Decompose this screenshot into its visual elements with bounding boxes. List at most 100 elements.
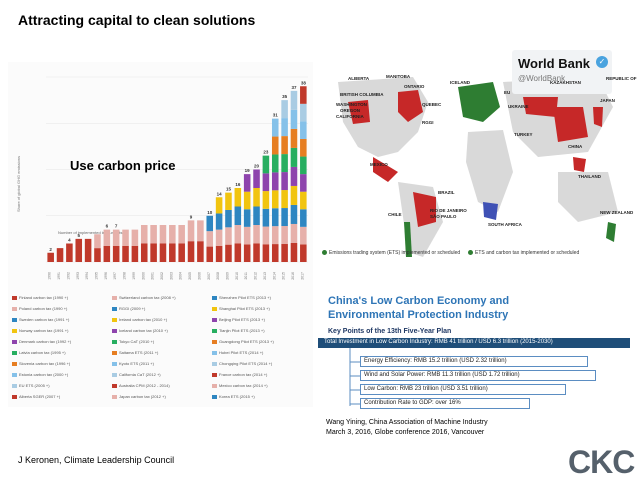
legend-item: EU ETS (2005 +) <box>12 383 50 388</box>
bar-data-label: 2 <box>49 247 52 252</box>
x-tick-label: 2007 <box>207 272 211 280</box>
x-tick-label: 2008 <box>216 272 220 280</box>
bar-segment <box>215 197 223 214</box>
x-tick-label: 1998 <box>123 272 127 280</box>
map-region-label: EU <box>504 90 511 95</box>
bar-segment <box>234 225 242 244</box>
bar-segment <box>290 185 298 205</box>
x-tick-label: 1991 <box>57 272 61 280</box>
bar-data-label: 14 <box>217 191 223 196</box>
bar-data-label: 37 <box>291 85 297 90</box>
x-tick-label: 2005 <box>188 272 192 280</box>
bar-segment <box>131 229 139 246</box>
bar-segment <box>290 204 298 224</box>
legend-ets: Emissions trading system (ETS) implement… <box>322 250 460 256</box>
key-point-low-carbon: Low Carbon: RMB 23 trillion (USD 3.51 tr… <box>360 384 566 395</box>
bar-segment <box>206 231 214 247</box>
bar-segment <box>234 243 242 262</box>
bar-segment <box>140 225 148 244</box>
bar-segment <box>225 244 232 262</box>
chart-legend: Finland carbon tax (1990 +) Poland carbon… <box>8 295 313 407</box>
bar-segment <box>281 118 288 137</box>
bar-segment <box>197 220 204 242</box>
legend-item: Shenzhen Pilot ETS (2013 +) <box>212 295 271 300</box>
bar-segment <box>206 215 214 232</box>
bar-segment <box>271 244 279 262</box>
china-title: China's Low Carbon Economy and Environme… <box>328 295 510 321</box>
bar-segment <box>187 241 195 262</box>
bar-segment <box>300 191 307 210</box>
x-tick-label: 1997 <box>113 272 117 280</box>
bar-segment <box>150 225 157 244</box>
bar-segment <box>225 227 232 245</box>
map-region-label: UKRAINE <box>508 104 529 109</box>
bar-segment <box>290 109 298 129</box>
bar-data-label: 31 <box>273 113 279 118</box>
x-tick-label: 2012 <box>254 272 258 280</box>
world-map <box>338 77 618 257</box>
bar-segment <box>103 245 111 262</box>
bar-segment <box>122 245 129 262</box>
bar-segment <box>300 86 307 104</box>
bar-segment <box>243 191 251 210</box>
map-region-label: OREGON <box>340 108 361 113</box>
x-tick-label: 2004 <box>179 272 183 280</box>
bar-segment <box>56 248 64 262</box>
bar-segment <box>243 209 251 227</box>
map-region-label: MEXICO <box>370 162 388 167</box>
map-region-label: SÃO PAULO <box>430 214 457 219</box>
legend-item: Mexico carbon tax (2014 +) <box>212 383 268 388</box>
legend-item: Shanghai Pilot ETS (2013 +) <box>212 306 270 311</box>
legend-item: Switzerland carbon tax (2008 +) <box>112 295 176 300</box>
bar-segment <box>215 245 223 262</box>
bar-segment <box>290 242 298 262</box>
bar-data-label: 20 <box>254 164 260 169</box>
legend-item: France carbon tax (2014 +) <box>212 372 267 377</box>
ckc-logo: CKC <box>568 444 635 480</box>
legend-item: Hubei Pilot ETS (2014 +) <box>212 350 263 355</box>
legend-item: Tokyo CaT (2010 +) <box>112 339 154 344</box>
bar-segment <box>290 166 298 186</box>
use-carbon-price-label: Use carbon price <box>70 158 176 173</box>
x-tick-label: 2001 <box>151 272 155 280</box>
bar-segment <box>262 226 270 245</box>
bar-segment <box>253 225 260 244</box>
carbon-pricing-chart: Share of global GHG emissions Number of i… <box>16 76 308 280</box>
x-tick-label: 1990 <box>48 272 52 280</box>
bar-segment <box>290 128 298 148</box>
legend-item: Beijing Pilot ETS (2013 +) <box>212 317 265 322</box>
bar-segment <box>290 147 298 167</box>
bar-segment <box>281 154 288 173</box>
bar-segment <box>300 226 307 245</box>
legend-item: Tianjin Pilot ETS (2013 +) <box>212 328 265 333</box>
bar-segment <box>140 243 148 262</box>
key-point-energy-efficiency: Energy Efficiency: RMB 15.2 trillion (US… <box>360 356 588 367</box>
map-region-label: CHINA <box>568 144 583 149</box>
footer-credit: J Keronen, Climate Leadership Council <box>18 455 175 465</box>
bar-segment <box>271 118 279 137</box>
bar-segment <box>94 234 101 249</box>
key-points-connector <box>349 348 360 406</box>
bar-segment <box>103 229 111 246</box>
bar-segment <box>290 90 298 110</box>
map-region-label: BRITISH COLUMBIA <box>340 92 384 97</box>
bar-segment <box>300 244 307 262</box>
bar-segment <box>271 154 279 173</box>
map-region-label: ONTARIO <box>404 84 425 89</box>
map-region-label: SOUTH AFRICA <box>488 222 522 227</box>
legend-item: Iceland carbon tax (2010 +) <box>112 328 168 333</box>
x-tick-label: 2015 <box>282 272 286 280</box>
bar-data-label: 23 <box>263 150 269 155</box>
bar-segment <box>253 243 260 262</box>
map-region-label: ALBERTA <box>348 76 370 81</box>
map-region-label: RIO DE JANEIRO <box>430 208 467 213</box>
legend-item: RGGI (2009 +) <box>112 306 145 311</box>
bar-segment <box>47 252 54 262</box>
legend-ets-and-tax: ETS and carbon tax implemented or schedu… <box>468 250 579 256</box>
bar-segment <box>281 244 288 262</box>
bar-segment <box>234 188 242 207</box>
legend-item: Finland carbon tax (1990 +) <box>12 295 68 300</box>
china-low-carbon-panel: China's Low Carbon Economy and Environme… <box>318 292 630 412</box>
bar-segment <box>262 155 270 174</box>
map-region-label: KAZAKHSTAN <box>550 80 581 85</box>
